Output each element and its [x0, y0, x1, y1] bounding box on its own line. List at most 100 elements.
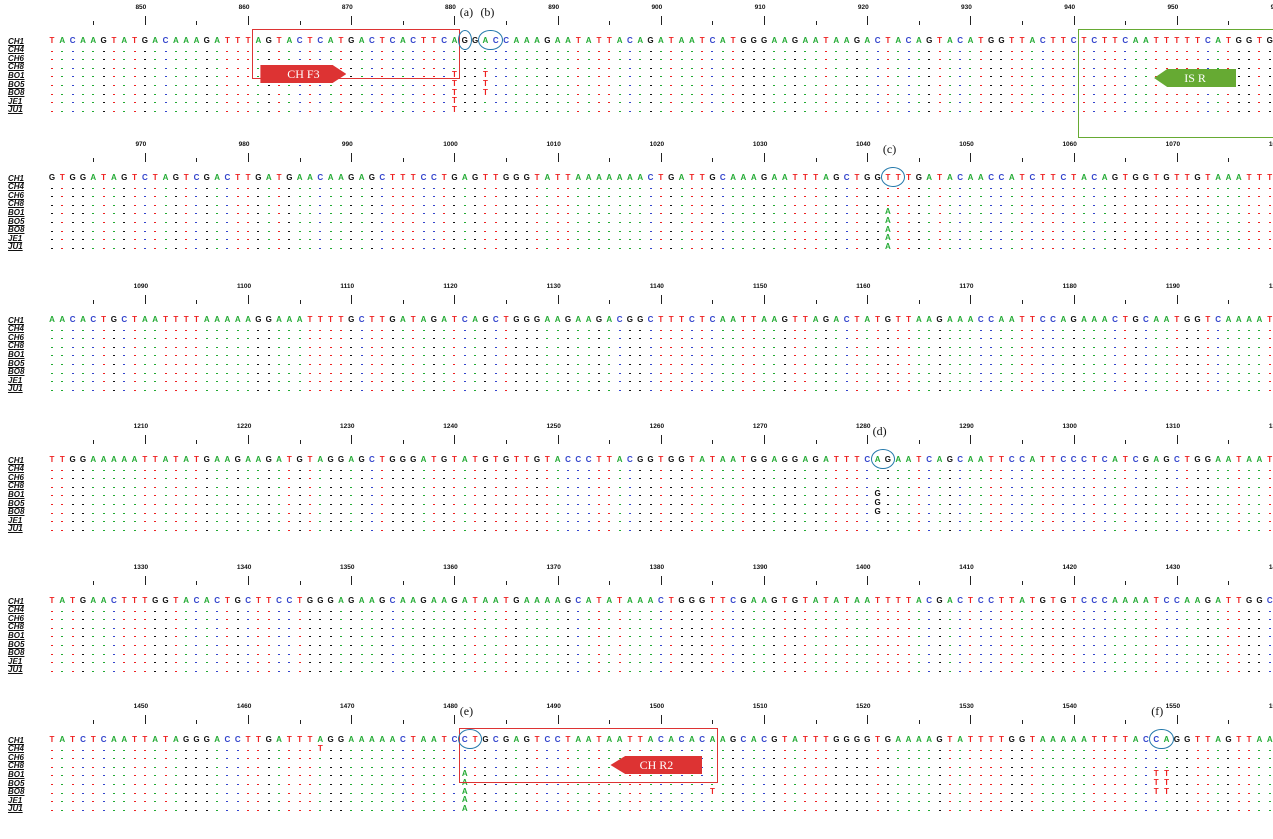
- reference-base: G: [698, 596, 706, 605]
- identity-dot: [319, 231, 321, 232]
- reference-base: T: [667, 596, 675, 605]
- identity-dot: [1269, 222, 1271, 223]
- identity-dot: [350, 94, 352, 95]
- identity-dot: [144, 619, 146, 620]
- identity-dot: [825, 611, 827, 612]
- identity-dot: [1176, 222, 1178, 223]
- identity-dot: [82, 188, 84, 189]
- ruler-major-tick: [1074, 576, 1075, 585]
- identity-dot: [423, 196, 425, 197]
- identity-dot: [980, 330, 982, 331]
- identity-dot: [299, 611, 301, 612]
- identity-dot: [567, 188, 569, 189]
- identity-dot: [165, 530, 167, 531]
- identity-dot: [371, 628, 373, 629]
- identity-dot: [887, 51, 889, 52]
- identity-dot: [825, 470, 827, 471]
- identity-dot: [299, 355, 301, 356]
- identity-dot: [464, 504, 466, 505]
- identity-dot: [794, 364, 796, 365]
- identity-dot: [1062, 355, 1064, 356]
- identity-dot: [371, 619, 373, 620]
- identity-dot: [1031, 94, 1033, 95]
- identity-dot: [319, 355, 321, 356]
- identity-dot: [1114, 188, 1116, 189]
- identity-dot: [608, 504, 610, 505]
- identity-dot: [619, 76, 621, 77]
- identity-dot: [103, 513, 105, 514]
- reference-base: G: [1132, 173, 1140, 182]
- identity-dot: [72, 102, 74, 103]
- identity-dot: [567, 102, 569, 103]
- identity-dot: [670, 239, 672, 240]
- ruler-major-tick: [1177, 153, 1178, 162]
- identity-dot: [557, 381, 559, 382]
- identity-dot: [340, 381, 342, 382]
- identity-dot: [856, 59, 858, 60]
- identity-dot: [154, 611, 156, 612]
- identity-dot: [309, 364, 311, 365]
- identity-dot: [980, 111, 982, 112]
- identity-dot: [804, 102, 806, 103]
- identity-dot: [546, 248, 548, 249]
- identity-dot: [423, 248, 425, 249]
- identity-dot: [330, 381, 332, 382]
- identity-dot: [629, 213, 631, 214]
- reference-base: G: [337, 455, 345, 464]
- identity-dot: [701, 487, 703, 488]
- identity-dot: [257, 196, 259, 197]
- identity-dot: [495, 390, 497, 391]
- identity-dot: [629, 355, 631, 356]
- identity-dot: [526, 94, 528, 95]
- identity-dot: [423, 611, 425, 612]
- identity-dot: [144, 330, 146, 331]
- identity-dot: [588, 51, 590, 52]
- reference-base: C: [1101, 596, 1109, 605]
- identity-dot: [361, 355, 363, 356]
- identity-dot: [515, 239, 517, 240]
- identity-dot: [361, 611, 363, 612]
- identity-dot: [670, 347, 672, 348]
- identity-dot: [288, 94, 290, 95]
- identity-dot: [846, 373, 848, 374]
- identity-dot: [877, 68, 879, 69]
- identity-dot: [1258, 213, 1260, 214]
- identity-dot: [350, 611, 352, 612]
- identity-dot: [1197, 611, 1199, 612]
- identity-dot: [639, 347, 641, 348]
- identity-dot: [1176, 355, 1178, 356]
- identity-dot: [113, 85, 115, 86]
- ruler-minor-tick: [609, 300, 610, 304]
- identity-dot: [536, 390, 538, 391]
- identity-dot: [1042, 487, 1044, 488]
- identity-dot: [1176, 504, 1178, 505]
- identity-dot: [835, 611, 837, 612]
- reference-base: T: [905, 315, 913, 324]
- identity-dot: [185, 51, 187, 52]
- identity-dot: [464, 347, 466, 348]
- identity-dot: [1227, 495, 1229, 496]
- identity-dot: [815, 513, 817, 514]
- identity-dot: [969, 381, 971, 382]
- reference-base: T: [698, 315, 706, 324]
- identity-dot: [288, 205, 290, 206]
- identity-dot: [154, 188, 156, 189]
- identity-dot: [1186, 513, 1188, 514]
- ruler-tick-label: 850: [135, 4, 146, 11]
- identity-dot: [711, 188, 713, 189]
- identity-dot: [1021, 205, 1023, 206]
- identity-dot: [670, 381, 672, 382]
- identity-dot: [61, 76, 63, 77]
- identity-dot: [1186, 196, 1188, 197]
- identity-dot: [433, 338, 435, 339]
- ruler-minor-tick: [93, 21, 94, 25]
- identity-dot: [887, 347, 889, 348]
- identity-dot: [257, 248, 259, 249]
- identity-dot: [134, 390, 136, 391]
- identity-dot: [515, 188, 517, 189]
- identity-dot: [443, 188, 445, 189]
- identity-dot: [866, 239, 868, 240]
- reference-base: T: [100, 315, 108, 324]
- identity-dot: [1207, 239, 1209, 240]
- identity-dot: [722, 504, 724, 505]
